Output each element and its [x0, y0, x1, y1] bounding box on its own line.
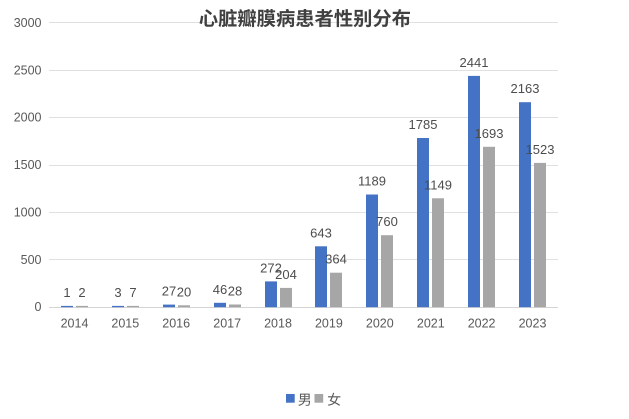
svg-text:2020: 2020: [366, 316, 394, 330]
svg-text:500: 500: [21, 253, 42, 267]
svg-text:2018: 2018: [264, 316, 292, 330]
svg-text:3: 3: [114, 285, 121, 300]
svg-text:28: 28: [228, 284, 242, 299]
svg-text:20: 20: [177, 284, 191, 299]
svg-text:2: 2: [78, 285, 85, 300]
svg-text:2023: 2023: [519, 316, 547, 330]
svg-text:3000: 3000: [14, 16, 42, 30]
svg-text:643: 643: [310, 225, 332, 240]
svg-text:204: 204: [275, 267, 297, 282]
svg-text:0: 0: [35, 300, 42, 314]
svg-text:272: 272: [260, 260, 282, 275]
svg-text:1523: 1523: [526, 142, 555, 157]
svg-text:2016: 2016: [162, 316, 190, 330]
svg-text:364: 364: [325, 252, 347, 267]
svg-text:27: 27: [162, 284, 176, 299]
svg-text:2022: 2022: [468, 316, 496, 330]
svg-text:2021: 2021: [417, 316, 445, 330]
svg-text:2014: 2014: [61, 316, 89, 330]
svg-text:1785: 1785: [409, 117, 438, 132]
svg-text:2000: 2000: [14, 111, 42, 125]
svg-text:2019: 2019: [315, 316, 343, 330]
svg-text:7: 7: [129, 285, 136, 300]
svg-text:2017: 2017: [213, 316, 241, 330]
svg-text:2015: 2015: [111, 316, 139, 330]
svg-text:1: 1: [63, 285, 70, 300]
svg-text:1000: 1000: [14, 205, 42, 219]
svg-text:2163: 2163: [511, 81, 540, 96]
svg-text:46: 46: [213, 282, 227, 297]
svg-text:2500: 2500: [14, 63, 42, 77]
svg-text:760: 760: [376, 214, 398, 229]
svg-text:1693: 1693: [475, 126, 504, 141]
svg-text:1149: 1149: [424, 177, 452, 192]
svg-text:1189: 1189: [358, 174, 386, 189]
svg-text:1500: 1500: [14, 158, 42, 172]
svg-text:2441: 2441: [460, 55, 489, 70]
